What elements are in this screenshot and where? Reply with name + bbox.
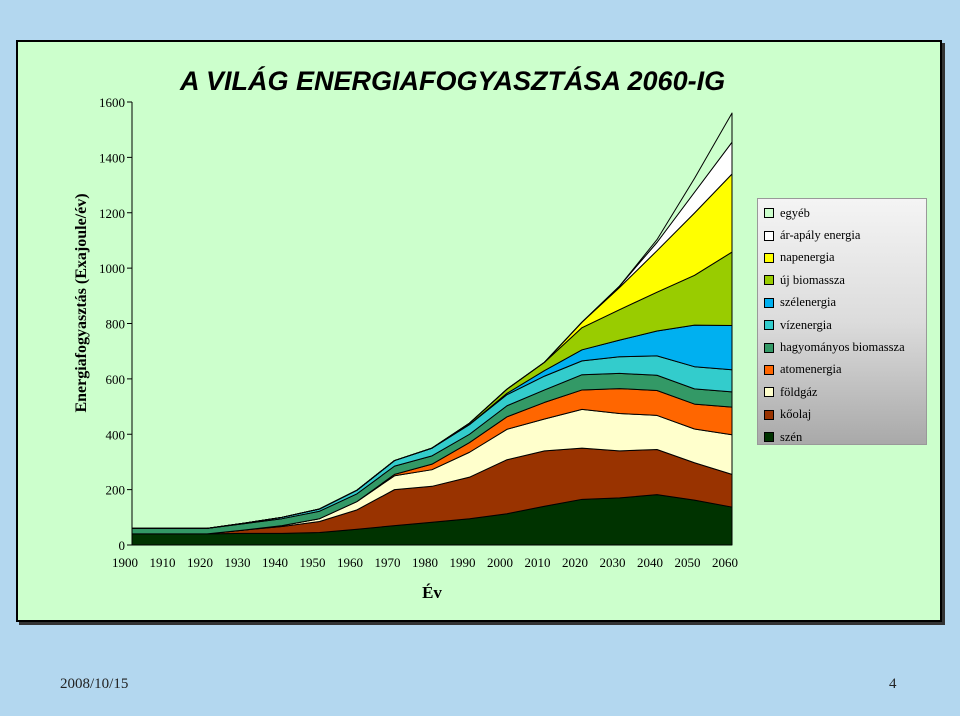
legend-swatch	[764, 320, 774, 331]
y-tick-label: 1600	[99, 95, 125, 110]
x-tick-label: 2010	[525, 555, 551, 570]
legend-item: szén	[764, 426, 926, 448]
legend-swatch	[764, 432, 774, 443]
x-tick-label: 2060	[712, 555, 738, 570]
x-tick-label: 1930	[225, 555, 251, 570]
legend-label: szén	[780, 429, 803, 444]
legend-item: ár-apály energia	[764, 224, 926, 246]
x-axis-label: Év	[422, 583, 442, 602]
legend-swatch	[764, 275, 774, 286]
x-tick-label: 1960	[337, 555, 363, 570]
x-tick-label: 1900	[112, 555, 138, 570]
area-egyéb	[131, 112, 733, 529]
legend-label: szélenergia	[780, 295, 836, 310]
legend-item: kőolaj	[764, 404, 926, 426]
y-tick-label: 1000	[99, 261, 125, 276]
legend-swatch	[764, 342, 774, 353]
legend-label: földgáz	[780, 384, 818, 399]
x-tick-label: 2000	[487, 555, 513, 570]
legend-item: napenergia	[764, 247, 926, 269]
legend-item: hagyományos biomassza	[764, 336, 926, 358]
y-tick-label: 200	[106, 483, 126, 498]
y-tick-label: 400	[106, 427, 126, 442]
legend-item: új biomassza	[764, 269, 926, 291]
axes: 0 200 400 600 800 1000 1200 1400 1600 1900 1910 192…	[99, 95, 738, 570]
legend-label: hagyományos biomassza	[780, 340, 905, 355]
legend-item: szélenergia	[764, 292, 926, 314]
legend-label: atomenergia	[780, 362, 842, 377]
chart-legend: egyéb ár-apály energia napenergia új biomas…	[757, 198, 927, 445]
legend-swatch	[764, 409, 774, 420]
legend-label: kőolaj	[780, 407, 812, 422]
x-tick-label: 2030	[600, 555, 626, 570]
legend-item: vízenergia	[764, 314, 926, 336]
legend-swatch	[764, 208, 774, 219]
y-tick-label: 1400	[99, 150, 125, 165]
legend-swatch	[764, 387, 774, 398]
y-tick-label: 600	[106, 372, 126, 387]
plot-area	[131, 112, 733, 546]
x-tick-label: 2040	[637, 555, 663, 570]
y-axis-label: Energiafogyasztás (Exajoule/év)	[73, 193, 90, 412]
legend-item: egyéb	[764, 202, 926, 224]
x-tick-label: 1950	[300, 555, 326, 570]
legend-label: napenergia	[780, 250, 835, 265]
x-tick-label: 2020	[562, 555, 588, 570]
y-tick-label: 0	[119, 538, 126, 553]
legend-swatch	[764, 364, 774, 375]
x-tick-label: 1980	[412, 555, 438, 570]
legend-label: ár-apály energia	[780, 228, 861, 243]
x-tick-label: 1910	[150, 555, 176, 570]
slide-date: 2008/10/15	[60, 676, 129, 692]
legend-swatch	[764, 252, 774, 263]
legend-label: vízenergia	[780, 317, 832, 332]
legend-item: földgáz	[764, 381, 926, 403]
x-tick-label: 1920	[187, 555, 213, 570]
legend-label: egyéb	[780, 205, 810, 220]
x-tick-label: 1990	[450, 555, 476, 570]
y-tick-label: 800	[106, 317, 126, 332]
x-tick-label: 1970	[375, 555, 401, 570]
legend-swatch	[764, 230, 774, 241]
x-tick-label: 1940	[262, 555, 288, 570]
slide-page-number: 4	[889, 676, 897, 692]
legend-label: új biomassza	[780, 272, 845, 287]
chart-title: A VILÁG ENERGIAFOGYASZTÁSA 2060-IG	[179, 65, 725, 96]
y-tick-label: 1200	[99, 206, 125, 221]
x-tick-label: 2050	[675, 555, 701, 570]
legend-swatch	[764, 297, 774, 308]
legend-item: atomenergia	[764, 359, 926, 381]
